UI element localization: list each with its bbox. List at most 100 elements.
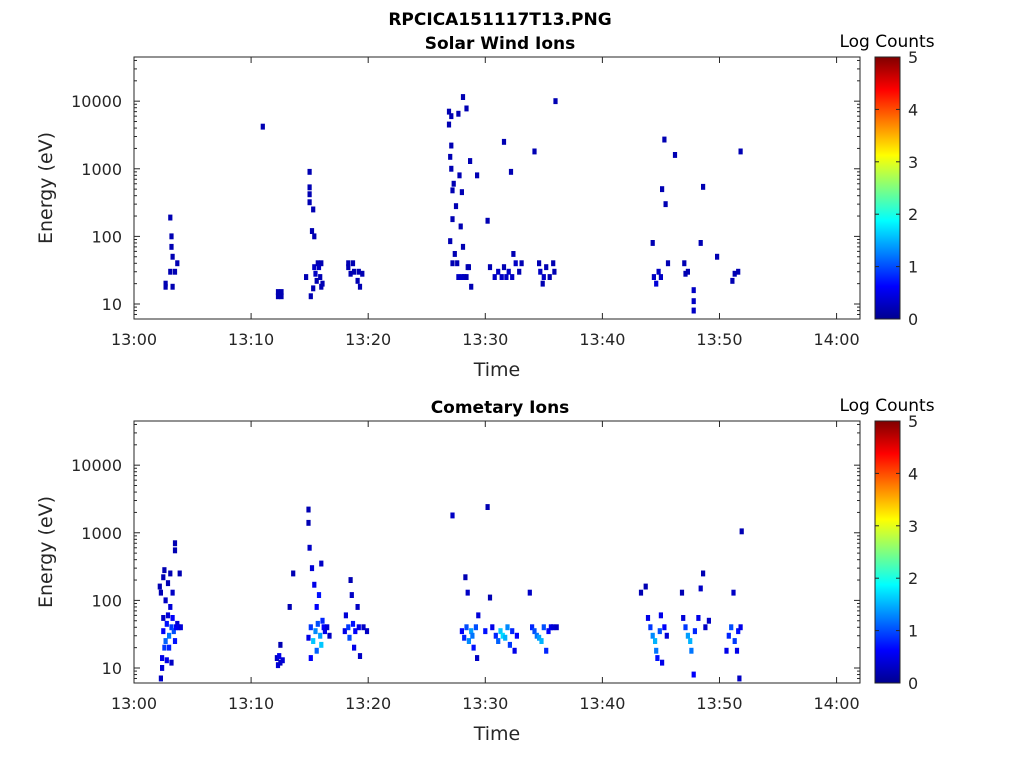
- heatmap-cell: [274, 655, 279, 661]
- heatmap-cell: [456, 274, 461, 280]
- heatmap-cell: [660, 659, 665, 666]
- colorbar-tick-label: 5: [908, 48, 918, 67]
- heatmap-cell: [278, 641, 283, 648]
- heatmap-cell: [532, 148, 537, 155]
- heatmap-cell: [638, 589, 644, 596]
- colorbar-ticks: 0 1 2 3 4 5: [875, 412, 918, 693]
- heatmap-cell: [319, 641, 324, 648]
- heatmap-cell: [449, 165, 454, 172]
- y-tick-label: 100: [91, 591, 122, 610]
- heatmap-cell: [493, 632, 498, 639]
- heatmap-cell: [157, 583, 162, 590]
- heatmap-cell: [177, 570, 182, 577]
- heatmap-cell: [501, 138, 507, 145]
- plot-frame: [133, 420, 861, 684]
- heatmap-cell: [530, 624, 535, 631]
- heatmap-cell: [160, 665, 165, 671]
- heatmap-cell: [685, 268, 690, 275]
- heatmap-cell: [346, 624, 351, 631]
- y-axis: 10 100 1000 10000: [71, 59, 860, 320]
- heatmap-cell: [308, 293, 313, 300]
- heatmap-cell: [452, 251, 457, 257]
- heatmap-cell: [691, 671, 696, 678]
- heatmap-cell: [551, 260, 556, 267]
- heatmap-cell: [657, 628, 662, 635]
- colorbar-ticks: 0 1 2 3 4 5: [875, 48, 918, 329]
- heatmap-cell: [170, 283, 175, 290]
- heatmap-cell: [308, 655, 313, 661]
- heatmap-cell: [510, 628, 515, 635]
- colorbar-tick-label: 4: [908, 464, 918, 483]
- colorbar-label: Log Counts: [839, 32, 934, 52]
- heatmap-cell: [485, 217, 490, 224]
- heatmap-cell: [446, 108, 452, 115]
- heatmap-cell: [537, 634, 542, 641]
- heatmap-cell: [450, 187, 455, 194]
- heatmap-cell: [734, 647, 740, 654]
- heatmap-cell: [736, 268, 741, 275]
- heatmap-cell: [464, 105, 469, 112]
- heatmap-cell: [496, 638, 501, 644]
- heatmap-cell: [701, 570, 706, 577]
- heatmap-cell: [468, 158, 473, 164]
- heatmap-cell: [163, 597, 168, 604]
- heatmap-cell: [459, 274, 464, 280]
- heatmap-cell: [691, 298, 696, 305]
- heatmap-cell: [279, 293, 284, 300]
- heatmap-cell: [307, 191, 312, 198]
- heatmap-cell: [463, 574, 468, 581]
- heatmap-cell: [664, 632, 669, 639]
- plot-frame: [133, 56, 861, 320]
- heatmap-cell: [163, 638, 168, 644]
- heatmap-cell: [456, 110, 461, 117]
- colorbar-tick-label: 2: [908, 205, 918, 224]
- heatmap-cell: [163, 280, 168, 287]
- heatmap-cell: [498, 628, 503, 635]
- heatmap-cell: [319, 260, 324, 267]
- heatmap-cell: [167, 632, 172, 639]
- heatmap-cell: [537, 260, 542, 267]
- heatmap-cell: [645, 615, 651, 621]
- heatmap-cell: [327, 632, 332, 639]
- heatmap-cell: [724, 647, 729, 654]
- heatmap-cell: [653, 638, 658, 644]
- heatmap-cell: [172, 547, 178, 554]
- heatmap-cell: [161, 615, 166, 621]
- heatmap-cell: [170, 589, 175, 596]
- heatmap-cell: [314, 604, 319, 610]
- heatmap-cell: [321, 624, 326, 631]
- heatmap-cell: [503, 634, 508, 641]
- heatmap-cell: [475, 655, 480, 661]
- heatmap-cell: [275, 289, 281, 295]
- heatmap-cell: [311, 206, 316, 213]
- x-tick-label: 13:30: [462, 694, 508, 713]
- heatmap-cell: [309, 228, 315, 234]
- heatmap-cell: [172, 638, 178, 644]
- heatmap-cell: [352, 268, 357, 275]
- heatmap-cell: [462, 274, 467, 280]
- heatmap-cell: [320, 617, 325, 624]
- x-tick-label: 13:00: [111, 694, 157, 713]
- colorbar: [874, 56, 901, 320]
- heatmap-cell: [485, 504, 490, 510]
- heatmap-cell: [658, 612, 663, 619]
- heatmap-cell: [457, 172, 462, 179]
- heatmap-cell: [277, 653, 282, 659]
- heatmap-cells: [157, 504, 744, 682]
- heatmap-cell: [313, 270, 318, 277]
- heatmap-cell: [167, 644, 172, 651]
- heatmap-cell: [683, 270, 688, 277]
- heatmap-cell: [514, 632, 519, 639]
- heatmap-cell: [325, 624, 330, 631]
- x-tick-label: 13:20: [345, 330, 391, 349]
- heatmap-cell: [279, 289, 284, 295]
- heatmap-cell: [715, 253, 720, 260]
- heatmap-cell: [357, 283, 363, 290]
- heatmap-cell: [315, 620, 320, 627]
- x-tick-label: 13:00: [111, 330, 157, 349]
- heatmap-cells: [163, 94, 743, 314]
- colorbar-tick-label: 4: [908, 100, 918, 119]
- heatmap-cell: [475, 172, 480, 179]
- heatmap-cell: [731, 589, 736, 596]
- heatmap-cell: [500, 632, 505, 639]
